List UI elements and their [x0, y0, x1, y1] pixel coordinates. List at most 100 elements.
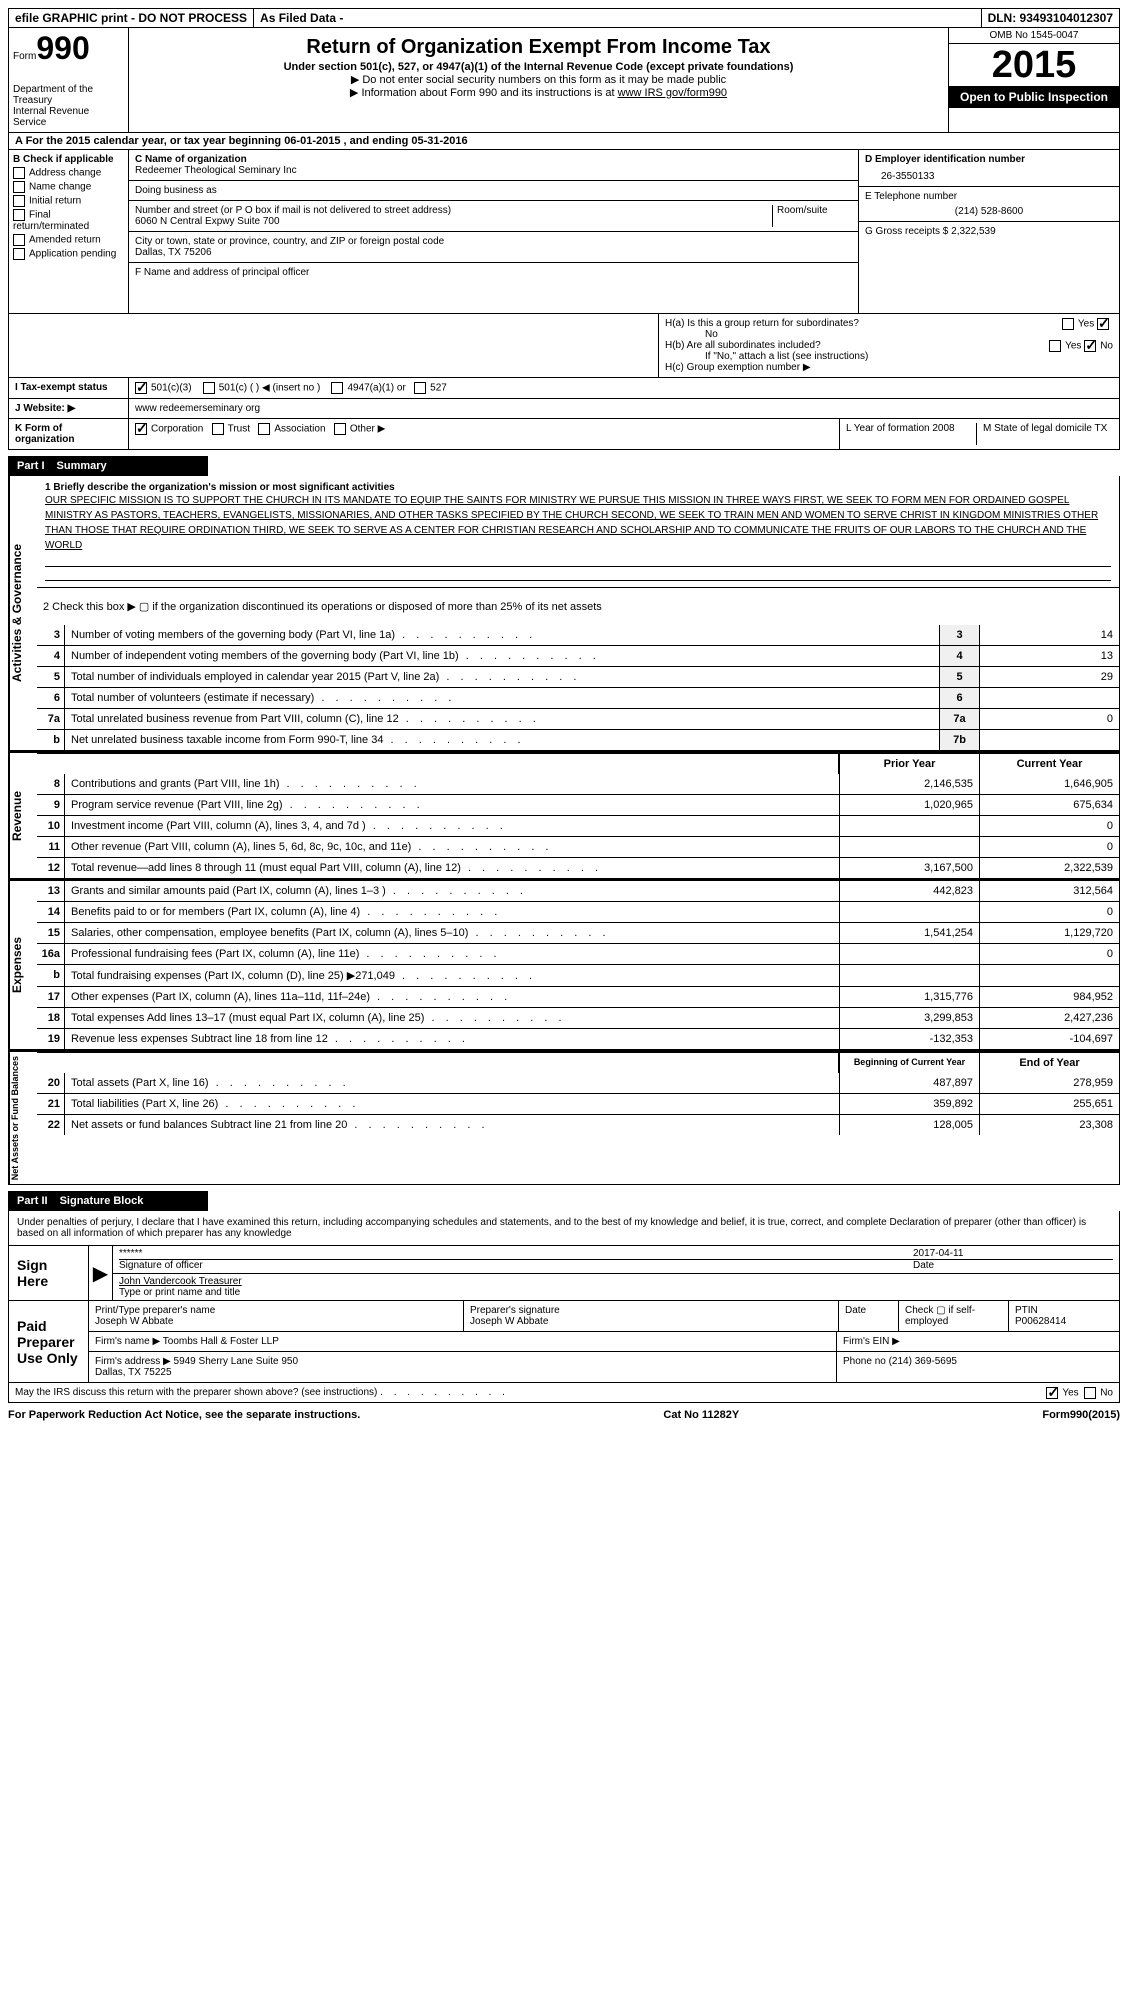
line-num: 9: [37, 795, 65, 815]
ptin: PTIN P00628414: [1009, 1301, 1119, 1331]
line-desc: Total number of volunteers (estimate if …: [65, 688, 939, 708]
form-title: Return of Organization Exempt From Incom…: [135, 36, 942, 59]
current-year-val: 0: [979, 816, 1119, 836]
ha-yes-checkbox[interactable]: [1062, 318, 1074, 330]
org-name: Redeemer Theological Seminary Inc: [135, 165, 852, 176]
korg-label: K Form of organization: [9, 419, 129, 449]
discuss-yes-checkbox[interactable]: [1046, 1387, 1058, 1399]
line-box: 7b: [939, 730, 979, 750]
line-desc: Investment income (Part VIII, column (A)…: [65, 816, 839, 836]
name-change-checkbox[interactable]: [13, 181, 25, 193]
cat-no: Cat No 11282Y: [663, 1409, 739, 1421]
line-box: 4: [939, 646, 979, 666]
part2-title: Signature Block: [60, 1195, 144, 1207]
address-change-checkbox[interactable]: [13, 167, 25, 179]
officer-name: John Vandercook Treasurer: [119, 1276, 1113, 1287]
trust-checkbox[interactable]: [212, 423, 224, 435]
dba-label: Doing business as: [135, 185, 852, 196]
hb-label: H(b) Are all subordinates included?: [665, 340, 821, 351]
paperwork-notice: For Paperwork Reduction Act Notice, see …: [8, 1409, 360, 1421]
line-desc: Professional fundraising fees (Part IX, …: [65, 944, 839, 964]
current-year-val: 23,308: [979, 1115, 1119, 1135]
mission-label: 1 Briefly describe the organization's mi…: [45, 482, 1111, 493]
corp-checkbox[interactable]: [135, 423, 147, 435]
sig-date: 2017-04-11: [913, 1248, 1113, 1259]
501c-checkbox[interactable]: [203, 382, 215, 394]
527-checkbox[interactable]: [414, 382, 426, 394]
org-name-label: C Name of organization: [135, 154, 852, 165]
line-desc: Other expenses (Part IX, column (A), lin…: [65, 987, 839, 1007]
self-employed: Check ▢ if self-employed: [899, 1301, 1009, 1331]
tax-year: 2015: [949, 44, 1119, 86]
website-row: J Website: ▶ www redeemerseminary org: [8, 399, 1120, 419]
form-note2: ▶ Information about Form 990 and its ins…: [135, 86, 942, 99]
current-year-val: 278,959: [979, 1073, 1119, 1093]
line-box: 6: [939, 688, 979, 708]
firm-name: Firm's name ▶ Toombs Hall & Foster LLP: [89, 1332, 837, 1351]
column-d-right: D Employer identification number 26-3550…: [859, 150, 1119, 313]
line-val: 0: [979, 709, 1119, 729]
prior-year-val: 487,897: [839, 1073, 979, 1093]
ha-no-checkbox[interactable]: [1097, 318, 1109, 330]
h-section: H(a) Is this a group return for subordin…: [8, 314, 1120, 378]
irs-link[interactable]: www IRS gov/form990: [618, 87, 727, 99]
discuss-no-checkbox[interactable]: [1084, 1387, 1096, 1399]
501c3-checkbox[interactable]: [135, 382, 147, 394]
column-b-checkboxes: B Check if applicable Address change Nam…: [9, 150, 129, 313]
part1-title: Summary: [57, 460, 107, 472]
prior-year-val: [839, 944, 979, 964]
line-desc: Grants and similar amounts paid (Part IX…: [65, 881, 839, 901]
asfiled-label: As Filed Data -: [254, 9, 982, 27]
omb-number: OMB No 1545-0047: [949, 28, 1119, 44]
prep-name: Print/Type preparer's name Joseph W Abba…: [89, 1301, 464, 1331]
line-desc: Contributions and grants (Part VIII, lin…: [65, 774, 839, 794]
line-desc: Benefits paid to or for members (Part IX…: [65, 902, 839, 922]
prior-year-val: 3,167,500: [839, 858, 979, 878]
hb-no-checkbox[interactable]: [1084, 340, 1096, 352]
4947-checkbox[interactable]: [331, 382, 343, 394]
line-num: 8: [37, 774, 65, 794]
prior-year-val: 359,892: [839, 1094, 979, 1114]
part2-num: Part II: [17, 1195, 48, 1207]
current-year-val: 2,322,539: [979, 858, 1119, 878]
sig-label: Signature of officer: [119, 1259, 913, 1271]
org-address: 6060 N Central Expwy Suite 700: [135, 216, 772, 227]
initial-return-checkbox[interactable]: [13, 195, 25, 207]
line-num: 5: [37, 667, 65, 687]
line-num: 17: [37, 987, 65, 1007]
prior-year-val: 128,005: [839, 1115, 979, 1135]
line2: 2 Check this box ▶ ▢ if the organization…: [37, 588, 1119, 625]
ein-value: 26-3550133: [865, 165, 1113, 182]
firm-address: Firm's address ▶ 5949 Sherry Lane Suite …: [89, 1352, 837, 1382]
sign-here-label: Sign Here: [9, 1246, 89, 1300]
amended-return-checkbox[interactable]: [13, 234, 25, 246]
signature-block: Under penalties of perjury, I declare th…: [8, 1211, 1120, 1403]
prior-year-val: 3,299,853: [839, 1008, 979, 1028]
part1-bar: Part I Summary: [8, 456, 208, 476]
assoc-checkbox[interactable]: [258, 423, 270, 435]
current-year-val: 1,129,720: [979, 923, 1119, 943]
discuss-label: May the IRS discuss this return with the…: [15, 1387, 377, 1398]
application-pending-checkbox[interactable]: [13, 248, 25, 260]
line-num: 13: [37, 881, 65, 901]
name-label: Type or print name and title: [119, 1287, 1113, 1298]
prior-year-hdr: Prior Year: [839, 754, 979, 774]
final-return-checkbox[interactable]: [13, 209, 25, 221]
firm-ein: Firm's EIN ▶: [837, 1332, 1119, 1351]
website-value[interactable]: www redeemerseminary org: [129, 399, 1119, 418]
prep-sig: Preparer's signature Joseph W Abbate: [464, 1301, 839, 1331]
prior-year-val: 1,315,776: [839, 987, 979, 1007]
hb-yes-checkbox[interactable]: [1049, 340, 1061, 352]
current-year-val: 984,952: [979, 987, 1119, 1007]
vlabel-expenses: Expenses: [9, 881, 37, 1049]
room-label: Room/suite: [772, 205, 852, 227]
line-num: 3: [37, 625, 65, 645]
current-year-val: -104,697: [979, 1029, 1119, 1049]
current-year-val: 675,634: [979, 795, 1119, 815]
addr-label: Number and street (or P O box if mail is…: [135, 205, 772, 216]
page-footer: For Paperwork Reduction Act Notice, see …: [8, 1409, 1120, 1421]
other-checkbox[interactable]: [334, 423, 346, 435]
tax-exempt-row: I Tax-exempt status 501(c)(3) 501(c) ( )…: [8, 378, 1120, 399]
form-header: Form990 Department of the Treasury Inter…: [8, 28, 1120, 133]
firm-phone: Phone no (214) 369-5695: [837, 1352, 1119, 1382]
